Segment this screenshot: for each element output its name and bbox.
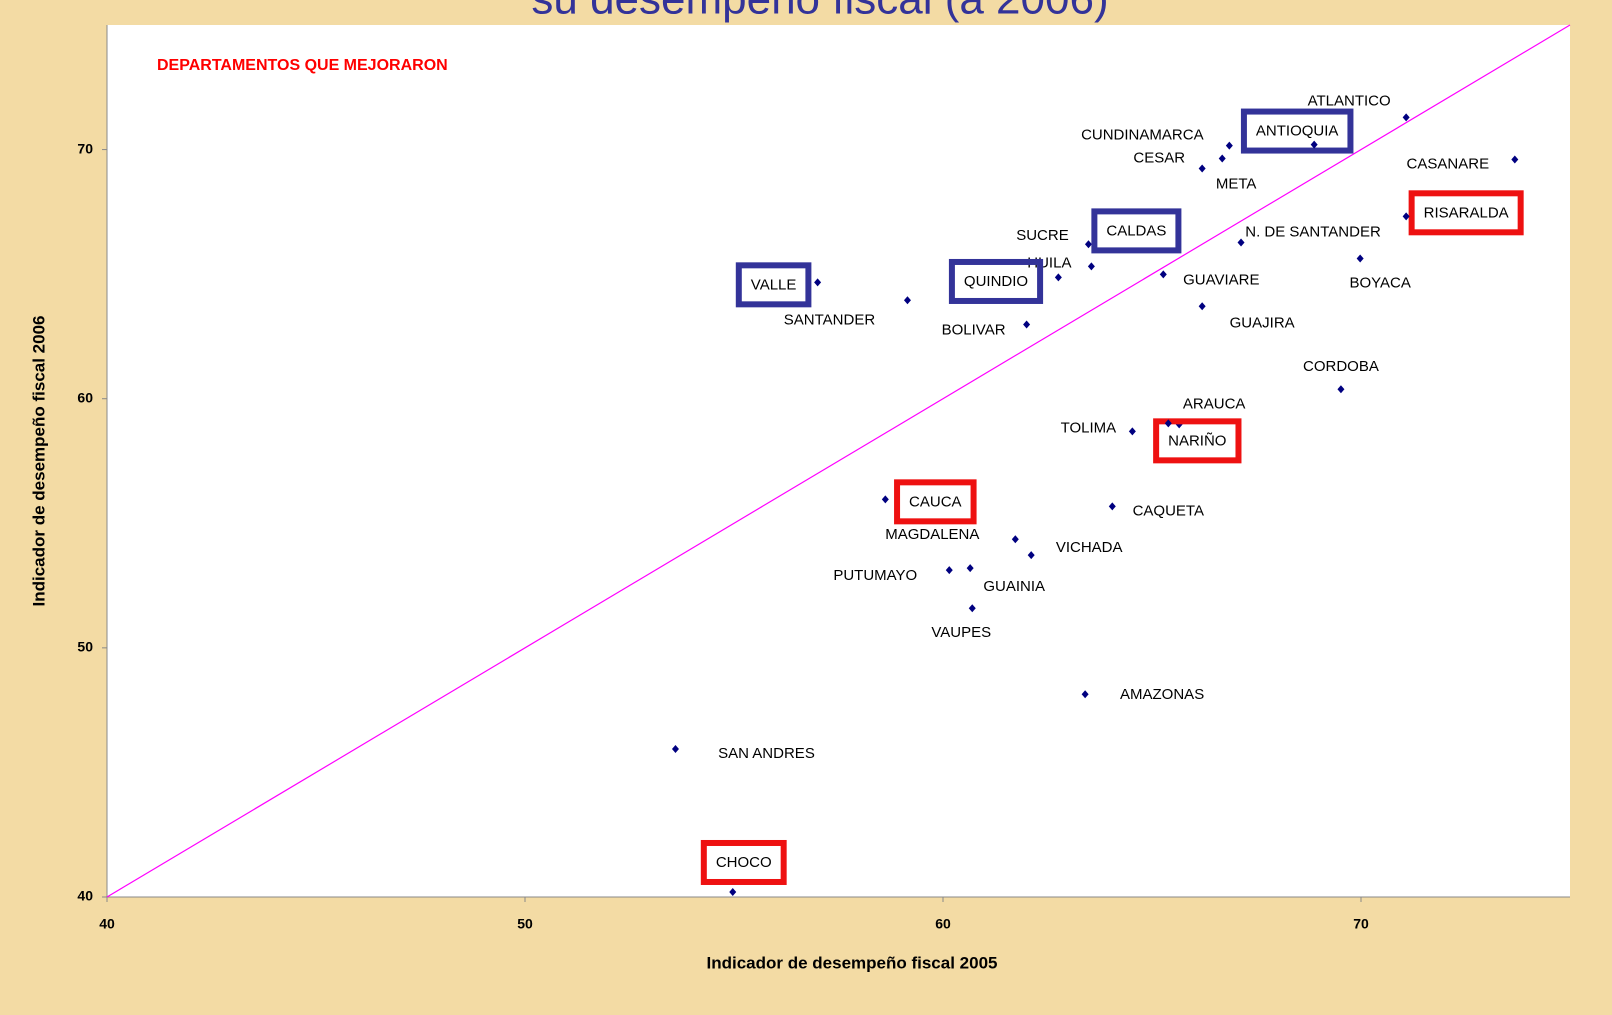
point xyxy=(729,888,737,897)
annotation: DEPARTAMENTOS QUE MEJORARON xyxy=(157,57,448,74)
point-label: MAGDALENA xyxy=(885,526,979,543)
point-label: PUTUMAYO xyxy=(833,567,917,584)
point-label: CAQUETA xyxy=(1133,502,1204,519)
point xyxy=(1511,155,1519,164)
point-label: ARAUCA xyxy=(1183,395,1246,412)
highlight-box xyxy=(1240,108,1354,154)
point xyxy=(1023,320,1031,329)
point-label: CHOCO xyxy=(716,854,772,871)
point-label: CORDOBA xyxy=(1303,358,1379,375)
point xyxy=(1402,212,1410,221)
point xyxy=(671,745,679,754)
point-label: CAUCA xyxy=(909,493,962,510)
point xyxy=(1225,141,1233,150)
point-label: BOYACA xyxy=(1349,274,1410,291)
y-tick-label: 50 xyxy=(77,639,93,655)
point-label: CESAR xyxy=(1133,150,1185,167)
point-label: NARIÑO xyxy=(1168,432,1226,449)
highlight-box xyxy=(1153,418,1242,464)
x-tick-label: 40 xyxy=(99,916,115,932)
point xyxy=(1108,502,1116,511)
highlight-box xyxy=(700,839,787,885)
point xyxy=(1198,302,1206,311)
point xyxy=(814,278,822,287)
point xyxy=(1164,419,1172,428)
point-label: TOLIMA xyxy=(1061,419,1117,436)
point-label: VALLE xyxy=(751,276,797,293)
point-label: CUNDINAMARCA xyxy=(1081,127,1204,144)
point-label: SUCRE xyxy=(1016,227,1069,244)
y-tick-label: 60 xyxy=(77,389,93,405)
point-label: VAUPES xyxy=(931,624,991,641)
point xyxy=(903,296,911,305)
extra-label: QUINDIO xyxy=(964,273,1028,290)
x-axis-label: Indicador de desempeño fiscal 2005 xyxy=(706,953,997,972)
point xyxy=(1310,140,1318,149)
highlight-box xyxy=(894,479,977,525)
point-label: CASANARE xyxy=(1407,156,1490,173)
point xyxy=(1128,427,1136,436)
point-label: ATLANTICO xyxy=(1308,92,1391,109)
highlight-box xyxy=(1408,190,1524,236)
point xyxy=(1337,385,1345,394)
point-label: RISARALDA xyxy=(1424,204,1509,221)
point xyxy=(1198,164,1206,173)
point xyxy=(945,566,953,575)
point xyxy=(1159,270,1167,279)
point xyxy=(1237,238,1245,247)
point xyxy=(1402,113,1410,122)
chart-title: su desempeño fiscal (a 2006) xyxy=(531,0,1108,24)
point xyxy=(1218,154,1226,163)
point-label: AMAZONAS xyxy=(1120,686,1204,703)
x-tick-label: 50 xyxy=(517,916,533,932)
point-label: CALDAS xyxy=(1106,222,1166,239)
point xyxy=(968,604,976,613)
point-label: META xyxy=(1216,175,1257,192)
point xyxy=(966,564,974,573)
point-label: SANTANDER xyxy=(784,311,876,328)
point-label: GUAINIA xyxy=(983,578,1045,595)
y-tick-label: 40 xyxy=(77,888,93,904)
y-tick-label: 70 xyxy=(77,140,93,156)
diagonal xyxy=(106,24,1571,898)
point xyxy=(881,495,889,504)
point-label: ANTIOQUIA xyxy=(1256,123,1339,140)
point xyxy=(1011,535,1019,544)
point xyxy=(1054,273,1062,282)
x-tick-label: 60 xyxy=(935,916,951,932)
point-label: N. DE SANTANDER xyxy=(1245,223,1381,240)
highlight-box xyxy=(735,262,812,308)
point xyxy=(1027,551,1035,560)
y-axis-label: Indicador de desempeño fiscal 2006 xyxy=(29,315,48,606)
point xyxy=(1087,262,1095,271)
point xyxy=(1084,240,1092,249)
x-tick-label: 70 xyxy=(1353,916,1369,932)
point-label: BOLIVAR xyxy=(942,321,1006,338)
point xyxy=(1356,254,1364,263)
point-label: VICHADA xyxy=(1056,539,1123,556)
point-label: SAN ANDRES xyxy=(718,745,815,762)
highlight-box xyxy=(948,258,1044,304)
point-label: GUAJIRA xyxy=(1230,314,1295,331)
point-label: GUAVIARE xyxy=(1183,271,1259,288)
point xyxy=(1081,690,1089,699)
highlight-box xyxy=(1091,208,1182,254)
